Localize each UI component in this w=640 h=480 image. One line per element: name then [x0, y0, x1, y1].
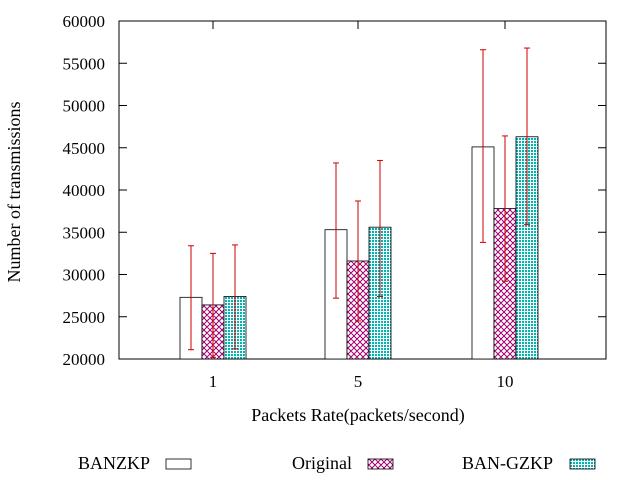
legend: BANZKP Original BAN-GZKP [78, 453, 596, 473]
bars [179, 136, 539, 360]
x-axis: 1 5 10 [209, 21, 514, 391]
y-tick-label: 50000 [63, 97, 106, 116]
legend-swatch [165, 458, 192, 470]
y-tick-label: 20000 [63, 350, 106, 369]
y-tick-label: 60000 [63, 12, 106, 31]
y-axis-title: Number of transmissions [4, 102, 24, 283]
error-bars [188, 47, 530, 358]
x-tick-label: 5 [354, 372, 363, 391]
y-tick-label: 35000 [63, 223, 106, 242]
x-tick-label: 1 [209, 372, 218, 391]
y-axis: 20000 25000 30000 35000 40000 45000 50000 55000… [63, 12, 606, 369]
legend-swatch [367, 458, 394, 470]
y-tick-label: 25000 [63, 308, 106, 327]
x-tick-label: 10 [497, 372, 514, 391]
legend-label: BAN-GZKP [462, 453, 553, 473]
y-tick-label: 55000 [63, 54, 106, 73]
legend-label: BANZKP [78, 453, 150, 473]
x-axis-title: Packets Rate(packets/second) [251, 405, 464, 426]
legend-swatch [569, 458, 596, 470]
y-tick-label: 30000 [63, 266, 106, 285]
legend-label: Original [292, 453, 352, 473]
y-tick-label: 45000 [63, 139, 106, 158]
y-tick-label: 40000 [63, 181, 106, 200]
